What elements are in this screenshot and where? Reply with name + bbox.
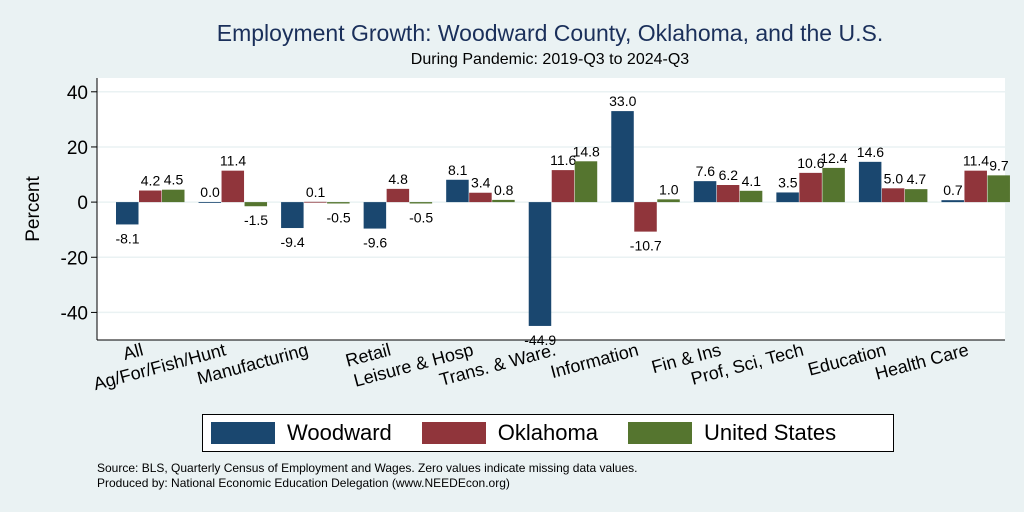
bar — [363, 202, 387, 229]
data-label: -10.7 — [630, 238, 662, 254]
legend-swatch-united-states — [628, 422, 693, 444]
bar — [409, 202, 433, 204]
data-label: 4.8 — [388, 171, 408, 187]
bar — [528, 202, 552, 326]
bar — [634, 202, 657, 232]
legend-swatch-oklahoma — [421, 422, 486, 444]
data-label: -44.9 — [524, 332, 556, 348]
bar — [492, 199, 515, 203]
bar — [739, 190, 763, 203]
source-notes: Source: BLS, Quarterly Census of Employm… — [97, 461, 637, 491]
data-label: 7.6 — [696, 163, 716, 179]
legend-label-woodward: Woodward — [287, 420, 392, 445]
legend: Woodward Oklahoma United States — [202, 414, 894, 452]
y-axis-title: Percent — [23, 176, 44, 242]
bar — [776, 192, 799, 203]
data-label: 0.8 — [494, 182, 514, 198]
y-tick-label: -20 — [61, 248, 88, 269]
data-label: 4.5 — [164, 172, 184, 188]
data-label: 14.8 — [573, 143, 600, 159]
y-tick-label: 0 — [77, 193, 88, 214]
data-label: 11.4 — [963, 153, 989, 169]
bar — [281, 202, 304, 229]
y-tick-label: 20 — [67, 138, 88, 159]
legend-entry-woodward: Woodward — [211, 420, 392, 446]
legend-label-united-states: United States — [704, 420, 837, 445]
data-label: 33.0 — [609, 93, 636, 109]
source-note: Source: BLS, Quarterly Census of Employm… — [97, 461, 638, 475]
bar — [446, 179, 469, 203]
bar — [116, 202, 139, 225]
bar — [858, 161, 882, 203]
data-label: -9.4 — [281, 234, 305, 250]
data-label: -1.5 — [244, 212, 268, 228]
y-tick-label: 40 — [67, 83, 88, 104]
data-label: 11.4 — [220, 153, 246, 169]
data-label: 14.6 — [857, 144, 884, 160]
data-label: 3.4 — [471, 175, 491, 191]
bar — [693, 181, 717, 203]
bar — [716, 185, 740, 203]
bar — [574, 161, 598, 203]
data-label: 9.7 — [989, 157, 1009, 173]
bar — [386, 188, 410, 203]
data-label: 4.2 — [141, 173, 161, 189]
legend-swatch-woodward — [211, 422, 275, 444]
bar — [244, 202, 268, 207]
produced-by-note: Produced by: National Economic Education… — [97, 476, 510, 490]
data-label: 12.4 — [820, 150, 847, 166]
bar — [964, 170, 987, 203]
legend-label-oklahoma: Oklahoma — [497, 420, 599, 445]
data-label: 6.2 — [719, 167, 739, 183]
bar — [941, 200, 964, 203]
data-label: -8.1 — [115, 230, 139, 246]
data-label: -9.6 — [363, 235, 387, 251]
bar — [469, 192, 492, 203]
data-label: 3.5 — [778, 174, 798, 190]
bar — [327, 202, 350, 204]
data-label: 11.6 — [550, 152, 576, 168]
data-label: 0.0 — [200, 184, 220, 200]
data-label: 4.1 — [742, 173, 762, 189]
bar — [304, 201, 327, 203]
bar — [657, 199, 680, 203]
bar — [551, 170, 575, 203]
data-label: -0.5 — [327, 209, 351, 225]
data-label: 0.7 — [943, 182, 963, 198]
data-label: 1.0 — [659, 181, 679, 197]
bar — [987, 175, 1010, 203]
bar — [198, 202, 222, 203]
x-tick-label: Health Care — [873, 340, 971, 384]
data-label: -0.5 — [409, 209, 433, 225]
data-label: 10.6 — [797, 155, 824, 171]
bar — [162, 189, 185, 203]
legend-entry-united-states: United States — [628, 420, 836, 446]
bar — [221, 170, 245, 203]
bar — [904, 189, 928, 203]
legend-entry-oklahoma: Oklahoma — [421, 420, 599, 446]
bar — [799, 172, 822, 203]
data-label: 4.7 — [907, 171, 927, 187]
bar — [881, 188, 905, 203]
data-label: 5.0 — [884, 170, 904, 186]
bar — [822, 167, 845, 203]
bar — [139, 190, 162, 203]
x-tick-label: Information — [548, 340, 640, 383]
data-label: 0.1 — [306, 184, 326, 200]
chart-title: Employment Growth: Woodward County, Okla… — [216, 20, 884, 46]
chart-subtitle: During Pandemic: 2019-Q3 to 2024-Q3 — [410, 51, 690, 68]
y-tick-label: -40 — [61, 303, 88, 324]
data-label: 8.1 — [448, 162, 468, 178]
bar — [611, 111, 634, 203]
